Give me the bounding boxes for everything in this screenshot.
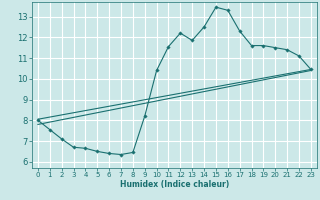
X-axis label: Humidex (Indice chaleur): Humidex (Indice chaleur) [120, 180, 229, 189]
